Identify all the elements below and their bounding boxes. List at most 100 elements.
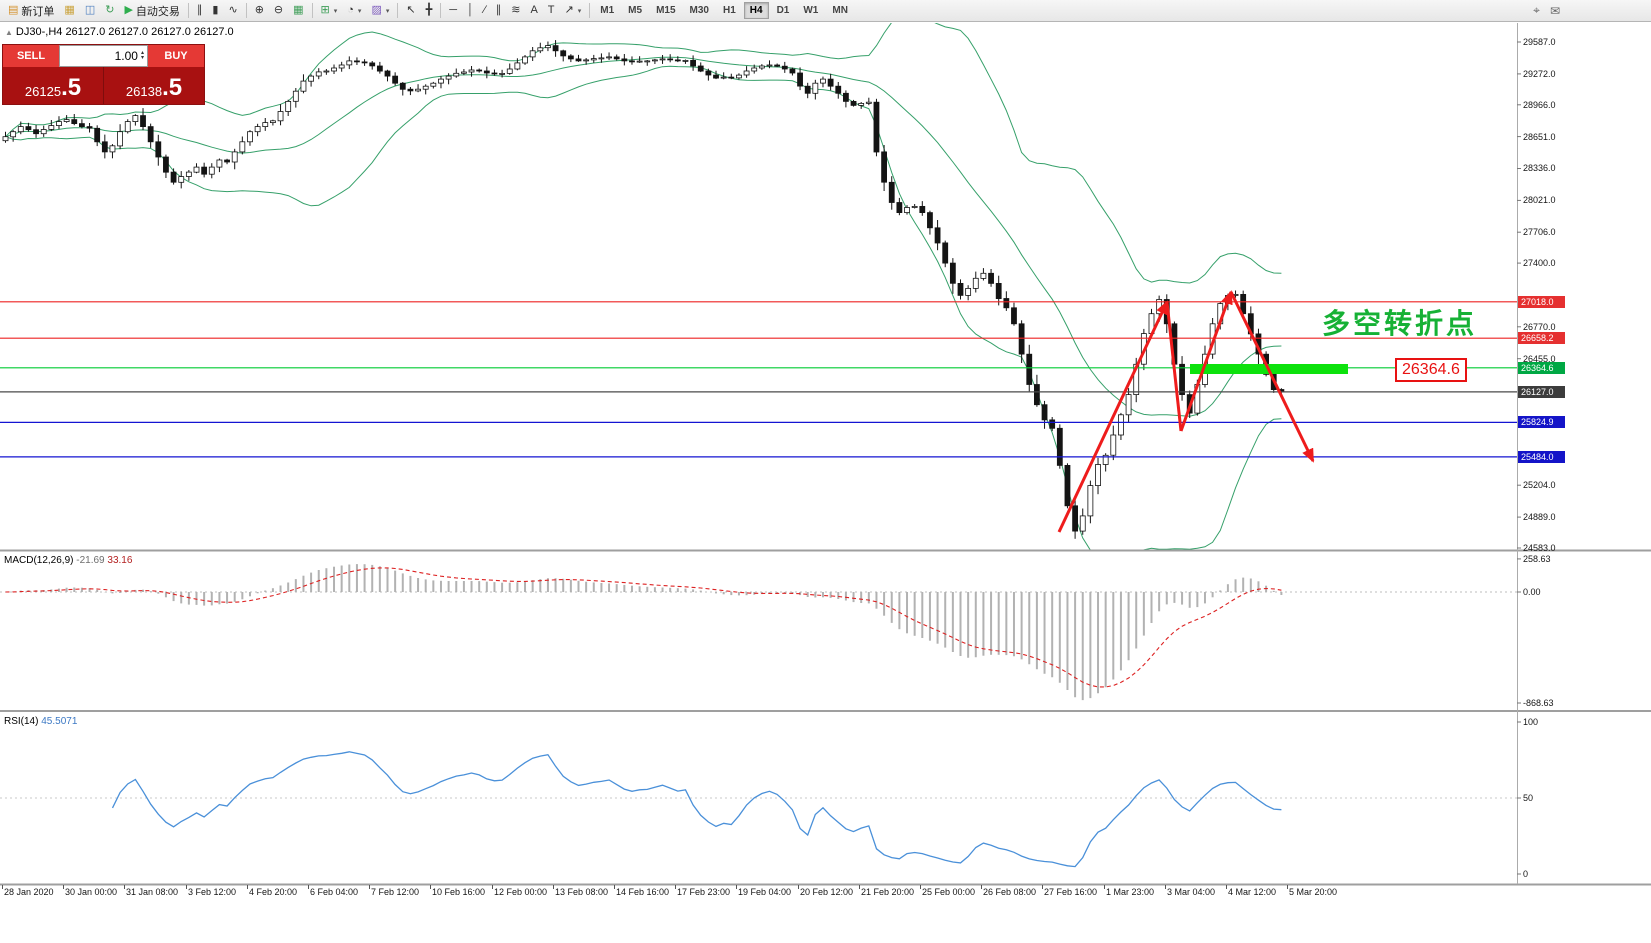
channel-icon[interactable]: ∥	[491, 1, 507, 21]
timeframe-h1[interactable]: H1	[717, 2, 742, 19]
sell-price-big: .5	[61, 74, 82, 101]
candle-body	[896, 202, 903, 214]
turning-point-annotation[interactable]: 多空转折点	[1322, 308, 1478, 339]
crosshair-icon[interactable]: ╋	[421, 1, 438, 21]
indicators-button[interactable]: ⊞ ▾	[316, 1, 343, 21]
volume-up-icon[interactable]: ▴	[140, 50, 144, 56]
candle-body	[499, 73, 506, 75]
fibonacci-icon: ≋	[511, 4, 521, 16]
candle-body	[1056, 427, 1063, 466]
red-trend-arrow[interactable]	[1229, 291, 1315, 463]
search-icon[interactable]: ⌖	[1533, 3, 1540, 17]
candle-body	[705, 70, 712, 76]
refresh-icon[interactable]: ↻	[100, 1, 119, 21]
timeframe-m1[interactable]: M1	[594, 2, 620, 19]
buy-button[interactable]: BUY	[148, 45, 204, 67]
candle-body	[865, 101, 872, 104]
zoom-in-icon[interactable]: ⊕	[250, 1, 269, 21]
sell-price[interactable]: 26125.5	[3, 67, 104, 104]
candle-body	[545, 45, 551, 49]
candlestick-chart-type-icon[interactable]: ▮	[207, 1, 223, 21]
candle-body	[79, 123, 85, 127]
text-label-icon[interactable]: T	[543, 1, 560, 21]
red-trend-arrow[interactable]	[1179, 290, 1233, 432]
candle-body	[407, 88, 414, 92]
price-tag-label[interactable]: 26364.6	[1395, 358, 1467, 382]
cursor-icon[interactable]: ↖	[401, 1, 420, 21]
candle-body	[766, 64, 773, 67]
candle-body	[155, 141, 162, 158]
timeframe-d1[interactable]: D1	[771, 2, 796, 19]
candle-body	[674, 59, 681, 62]
bollinger-middle-band[interactable]	[5, 56, 1282, 417]
candle-body	[399, 82, 406, 90]
candle-body	[140, 115, 146, 127]
autotrading-button[interactable]: ▶ 自动交易	[119, 1, 184, 21]
candle-body	[460, 71, 467, 74]
buy-price-main: 26138	[125, 84, 163, 99]
tile-windows-icon[interactable]: ▦	[288, 1, 308, 21]
main-pane[interactable]	[0, 14, 1517, 567]
line-chart-type-icon[interactable]: ∿	[223, 1, 242, 21]
candle-body	[1034, 384, 1040, 406]
timeframe-m15[interactable]: M15	[650, 2, 681, 19]
candle-body	[132, 115, 139, 122]
sell-button[interactable]: SELL	[3, 45, 59, 67]
candle-body	[10, 131, 17, 138]
candle-body	[170, 171, 177, 183]
volume-stepper[interactable]: ▴ ▾	[140, 50, 144, 61]
chevron-down-icon: ▾	[385, 7, 390, 15]
arrows-button[interactable]: ↗ ▾	[560, 1, 587, 21]
candle-body	[736, 74, 742, 79]
timeframe-m5[interactable]: M5	[622, 2, 648, 19]
arrows-button: ↗	[564, 4, 574, 16]
bar-chart-type-icon[interactable]: ∥	[192, 1, 208, 21]
symbol-ohlc-label: DJ30-,H4 26127.0 26127.0 26127.0 26127.0	[15, 26, 234, 38]
fibonacci-icon[interactable]: ≋	[506, 1, 525, 21]
periods-button[interactable]: ◔ ▾	[342, 1, 366, 21]
candle-body	[927, 212, 933, 229]
one-click-panel-toggle-icon[interactable]: ▲	[5, 28, 13, 37]
rsi-pane[interactable]	[0, 751, 1517, 868]
candle-body	[957, 282, 964, 296]
horizontal-line-icon[interactable]: ─	[444, 1, 462, 21]
market-watch-icon: ◫	[84, 4, 96, 16]
vertical-line-icon: │	[467, 4, 474, 16]
bollinger-upper-band[interactable]	[5, 14, 1282, 284]
candle-body	[812, 82, 819, 94]
candle-body	[980, 272, 987, 279]
macd-pane[interactable]	[0, 564, 1517, 701]
candle-body	[560, 50, 567, 57]
volume-field[interactable]: 1.00 ▴ ▾	[59, 45, 148, 67]
trendline-icon[interactable]: ∕	[479, 1, 491, 21]
timeframe-w1[interactable]: W1	[797, 2, 824, 19]
chat-icon[interactable]: ✉	[1549, 3, 1560, 18]
zoom-out-icon[interactable]: ⊖	[269, 1, 288, 21]
templates-button[interactable]: ▨ ▾	[366, 1, 394, 21]
volume-value[interactable]: 1.00	[114, 49, 138, 63]
red-trend-arrow[interactable]	[1165, 301, 1183, 432]
candle-body	[109, 145, 116, 153]
timeframe-mn[interactable]: MN	[826, 2, 854, 19]
candle-body	[529, 50, 536, 58]
candle-body	[972, 277, 979, 289]
candle-body	[331, 67, 337, 72]
candle-body	[338, 64, 345, 69]
chart-window-icon[interactable]: ▦	[59, 1, 79, 21]
red-trend-arrow[interactable]	[1057, 300, 1169, 533]
crosshair-icon: ╋	[425, 4, 433, 16]
buy-price[interactable]: 26138.5	[104, 67, 204, 104]
candle-body	[483, 70, 490, 74]
volume-down-icon[interactable]: ▾	[140, 55, 144, 61]
timeframe-h4[interactable]: H4	[743, 2, 769, 19]
text-icon[interactable]: A	[525, 1, 542, 21]
line-chart-type-icon: ∿	[228, 4, 238, 16]
timeframe-m30[interactable]: M30	[684, 2, 715, 19]
candle-body	[751, 67, 758, 72]
vertical-line-icon[interactable]: │	[462, 1, 479, 21]
candle-body	[453, 72, 460, 77]
market-watch-icon[interactable]: ◫	[80, 1, 100, 21]
new-order-button[interactable]: ▤ 新订单	[3, 1, 59, 21]
